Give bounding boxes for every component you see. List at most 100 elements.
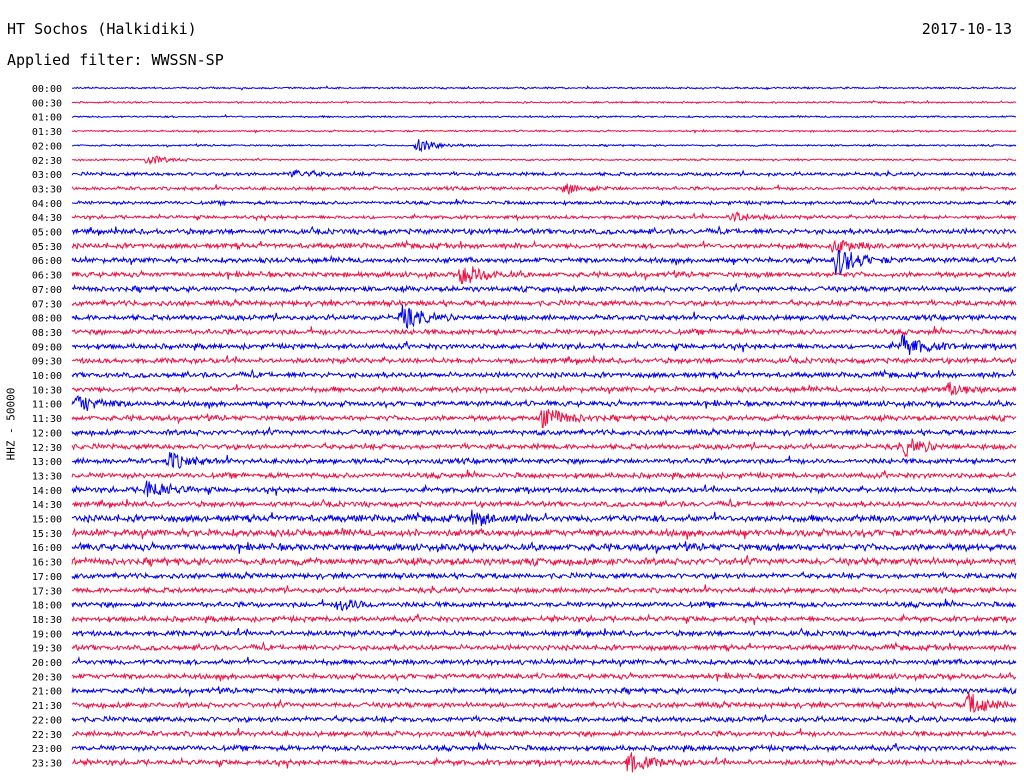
seismic-trace-0130 xyxy=(71,128,1017,135)
row-time-label: 14:30 xyxy=(32,500,62,511)
row-time-label: 06:30 xyxy=(32,271,62,282)
seismic-trace-2000 xyxy=(71,655,1017,667)
row-time-label: 23:30 xyxy=(32,758,62,769)
row-time-label: 00:00 xyxy=(32,84,62,95)
row-time-label: 05:30 xyxy=(32,242,62,253)
row-time-label: 11:30 xyxy=(32,414,62,425)
seismic-trace-2330 xyxy=(71,752,1017,773)
seismic-trace-0500 xyxy=(71,224,1017,237)
seismic-trace-2200 xyxy=(71,714,1017,724)
seismic-trace-1630 xyxy=(71,555,1017,568)
row-time-label: 23:00 xyxy=(32,744,62,755)
seismic-trace-0400 xyxy=(71,197,1017,207)
seismic-trace-0000 xyxy=(71,85,1017,91)
row-time-label: 13:30 xyxy=(32,471,62,482)
row-time-label: 02:30 xyxy=(32,156,62,167)
row-time-label: 14:00 xyxy=(32,486,62,497)
row-time-label: 04:30 xyxy=(32,213,62,224)
row-time-label: 13:00 xyxy=(32,457,62,468)
seismic-trace-0830 xyxy=(71,326,1017,337)
row-time-label: 07:30 xyxy=(32,299,62,310)
seismic-trace-1030 xyxy=(71,381,1017,396)
row-time-label: 04:00 xyxy=(32,199,62,210)
seismic-trace-1230 xyxy=(71,438,1017,458)
seismic-trace-0800 xyxy=(71,304,1017,329)
row-time-label: 10:30 xyxy=(32,385,62,396)
seismic-trace-2030 xyxy=(71,671,1017,682)
filter-label: Applied filter: WWSSN-SP xyxy=(7,51,224,69)
seismic-trace-1730 xyxy=(71,584,1017,595)
row-time-label: 02:00 xyxy=(32,141,62,152)
seismic-trace-2230 xyxy=(71,727,1017,739)
row-time-label: 01:00 xyxy=(32,113,62,124)
seismic-trace-0700 xyxy=(71,282,1017,295)
row-time-label: 09:30 xyxy=(32,357,62,368)
row-time-label: 06:00 xyxy=(32,256,62,267)
seismic-trace-1330 xyxy=(71,469,1017,481)
row-time-label: 03:30 xyxy=(32,184,62,195)
station-title: HT Sochos (Halkidiki) xyxy=(7,20,197,38)
seismic-trace-1900 xyxy=(71,627,1017,639)
seismic-trace-1400 xyxy=(71,480,1017,497)
row-time-label: 12:30 xyxy=(32,443,62,454)
row-time-label: 19:30 xyxy=(32,644,62,655)
seismic-trace-1200 xyxy=(71,425,1017,438)
seismic-trace-0730 xyxy=(71,298,1017,308)
row-time-label: 08:30 xyxy=(32,328,62,339)
row-time-label: 20:00 xyxy=(32,658,62,669)
row-time-label: 20:30 xyxy=(32,672,62,683)
seismic-trace-1700 xyxy=(71,570,1017,581)
row-time-label: 01:30 xyxy=(32,127,62,138)
seismic-trace-0100 xyxy=(71,113,1017,120)
row-time-label: 21:30 xyxy=(32,701,62,712)
seismic-trace-2100 xyxy=(71,685,1017,698)
seismic-trace-0900 xyxy=(71,333,1017,356)
row-time-label: 21:00 xyxy=(32,687,62,698)
seismic-trace-1930 xyxy=(71,641,1017,653)
seismic-trace-1430 xyxy=(71,497,1017,509)
seismic-trace-1500 xyxy=(71,509,1017,527)
seismic-trace-0930 xyxy=(71,354,1017,366)
seismic-trace-0630 xyxy=(71,266,1017,285)
seismic-trace-0430 xyxy=(71,211,1017,223)
seismic-trace-1300 xyxy=(71,452,1017,469)
row-time-label: 17:00 xyxy=(32,572,62,583)
seismic-trace-0200 xyxy=(71,139,1017,153)
row-time-label: 16:30 xyxy=(32,558,62,569)
row-time-label: 11:00 xyxy=(32,400,62,411)
seismic-trace-0330 xyxy=(71,183,1017,195)
row-time-label: 10:00 xyxy=(32,371,62,382)
row-time-label: 00:30 xyxy=(32,98,62,109)
seismic-trace-2130 xyxy=(71,692,1017,714)
date-label: 2017-10-13 xyxy=(921,20,1012,38)
row-time-label: 22:00 xyxy=(32,715,62,726)
row-time-label: 18:00 xyxy=(32,601,62,612)
seismic-trace-1130 xyxy=(71,409,1017,429)
row-time-label: 03:00 xyxy=(32,170,62,181)
row-time-label: 15:30 xyxy=(32,529,62,540)
row-time-label: 05:00 xyxy=(32,228,62,239)
seismic-trace-1100 xyxy=(71,395,1017,412)
seismic-trace-0230 xyxy=(71,155,1017,166)
seismic-trace-0530 xyxy=(71,239,1017,254)
seismic-trace-1830 xyxy=(71,613,1017,625)
row-time-label: 18:30 xyxy=(32,615,62,626)
row-time-label: 08:00 xyxy=(32,314,62,325)
row-time-label: 22:30 xyxy=(32,730,62,741)
seismic-trace-1530 xyxy=(71,527,1017,540)
seismic-trace-0030 xyxy=(71,99,1017,105)
seismic-trace-0300 xyxy=(71,168,1017,178)
row-time-label: 15:00 xyxy=(32,515,62,526)
seismic-trace-2300 xyxy=(71,742,1017,753)
seismic-trace-1600 xyxy=(71,540,1017,554)
seismic-trace-1800 xyxy=(71,598,1017,612)
seismic-trace-0600 xyxy=(71,249,1017,276)
row-time-label: 19:00 xyxy=(32,629,62,640)
row-time-label: 17:30 xyxy=(32,586,62,597)
row-time-label: 07:00 xyxy=(32,285,62,296)
row-time-label: 12:00 xyxy=(32,428,62,439)
row-time-label: 09:00 xyxy=(32,342,62,353)
row-time-label: 16:00 xyxy=(32,543,62,554)
seismic-trace-1000 xyxy=(71,368,1017,380)
